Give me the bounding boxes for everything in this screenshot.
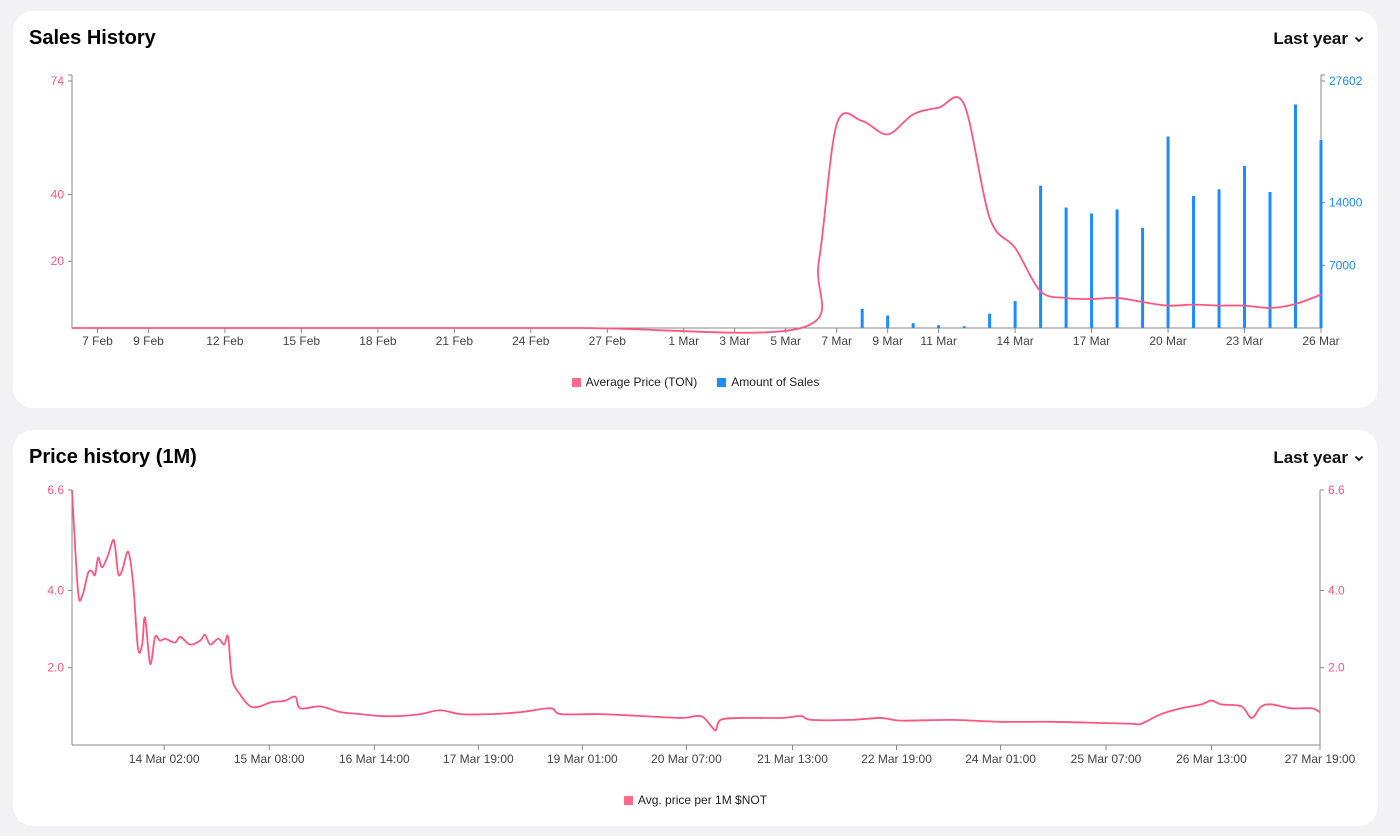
legend-label: Avg. price per 1M $NOT xyxy=(637,793,768,807)
x-tick-label: 27 Mar 19:00 xyxy=(1285,752,1356,766)
sales-history-title: Sales History xyxy=(29,27,156,49)
legend-item-avg-price[interactable]: Avg. price per 1M $NOT xyxy=(623,793,768,807)
sales-bar xyxy=(1115,209,1119,328)
x-tick-label: 22 Mar 19:00 xyxy=(861,752,932,766)
price-history-card: Price history (1M) Last year 2.0 2.0 4.0 4.… xyxy=(13,430,1378,826)
price-history-legend: Avg. price per 1M $NOT xyxy=(13,793,1378,807)
x-tick-label: 7 Feb xyxy=(82,334,113,348)
sales-bar xyxy=(860,308,864,328)
sales-bar xyxy=(1166,136,1170,328)
x-tick-label: 7 Mar xyxy=(821,334,852,348)
chevron-down-icon xyxy=(1354,455,1364,461)
y-right-tick-label: 6.6 xyxy=(1328,483,1345,497)
y-right-tick-label: 14000 xyxy=(1329,196,1363,210)
sales-bar xyxy=(1090,213,1094,328)
x-tick-label: 5 Mar xyxy=(770,334,801,348)
x-tick-label: 25 Mar 07:00 xyxy=(1071,752,1142,766)
x-tick-label: 1 Mar xyxy=(668,334,699,348)
x-tick-label: 27 Feb xyxy=(589,334,627,348)
sales-bar xyxy=(1294,104,1298,328)
sales-bar xyxy=(1013,301,1017,328)
price-history-range-dropdown[interactable]: Last year xyxy=(1273,448,1364,468)
y-right-tick-label: 27602 xyxy=(1329,74,1363,88)
sales-bar xyxy=(937,325,941,328)
x-tick-label: 9 Mar xyxy=(872,334,903,348)
x-tick-label: 3 Mar xyxy=(719,334,750,348)
legend-swatch xyxy=(717,377,727,387)
legend-swatch xyxy=(623,795,633,805)
x-tick-label: 24 Feb xyxy=(512,334,550,348)
x-tick-label: 15 Feb xyxy=(283,334,321,348)
x-tick-label: 15 Mar 08:00 xyxy=(234,752,305,766)
sales-bar xyxy=(988,313,992,328)
price-history-title: Price history (1M) xyxy=(29,446,197,468)
y-right-tick-label: 4.0 xyxy=(1328,583,1345,597)
sales-history-chart: 20 40 74 7000 14000 27602 7 Feb 9 Feb 12 Feb 15 F… xyxy=(51,74,1363,348)
sales-bar xyxy=(1039,185,1043,328)
legend-label: Average Price (TON) xyxy=(585,375,698,389)
y-right-tick-label: 2.0 xyxy=(1328,661,1345,675)
sales-bar xyxy=(1217,189,1221,328)
chevron-down-icon xyxy=(1354,36,1364,42)
x-tick-label: 23 Mar xyxy=(1226,334,1263,348)
average-price-line xyxy=(72,96,1322,334)
y-left-tick-label: 74 xyxy=(51,74,65,88)
range-label: Last year xyxy=(1273,29,1348,48)
y-right-tick-label: 7000 xyxy=(1329,258,1356,272)
x-tick-label: 11 Mar xyxy=(920,334,956,348)
legend-item-amount-of-sales[interactable]: Amount of Sales xyxy=(717,375,819,389)
sales-bar xyxy=(1243,166,1247,328)
x-tick-label: 14 Mar xyxy=(996,334,1033,348)
sales-bar xyxy=(1141,227,1145,328)
x-tick-label: 9 Feb xyxy=(133,334,164,348)
y-left-tick-label: 20 xyxy=(51,254,65,268)
x-tick-label: 17 Mar xyxy=(1073,334,1110,348)
y-left-tick-label: 6.6 xyxy=(47,483,64,497)
sales-history-legend: Average Price (TON) Amount of Sales xyxy=(13,375,1378,389)
x-tick-label: 26 Mar xyxy=(1302,334,1339,348)
x-tick-label: 16 Mar 14:00 xyxy=(339,752,410,766)
sales-history-card: Sales History Last year 20 40 74 7000 14000 2… xyxy=(13,11,1378,408)
sales-bar xyxy=(1319,140,1323,328)
y-left-tick-label: 40 xyxy=(51,187,65,201)
sales-history-range-dropdown[interactable]: Last year xyxy=(1273,29,1364,49)
legend-label: Amount of Sales xyxy=(731,375,820,389)
sales-bar xyxy=(962,326,966,328)
x-tick-label: 21 Feb xyxy=(436,334,474,348)
x-tick-label: 14 Mar 02:00 xyxy=(129,752,200,766)
sales-bar xyxy=(1064,207,1068,328)
legend-swatch xyxy=(571,377,581,387)
sales-bar xyxy=(886,315,890,328)
x-tick-label: 17 Mar 19:00 xyxy=(443,752,514,766)
y-left-tick-label: 4.0 xyxy=(47,583,64,597)
avg-price-line xyxy=(71,489,1321,732)
x-tick-label: 26 Mar 13:00 xyxy=(1176,752,1247,766)
sales-bar xyxy=(1192,196,1196,328)
range-label: Last year xyxy=(1273,448,1348,467)
sales-bar xyxy=(911,323,915,328)
x-tick-label: 12 Feb xyxy=(206,334,244,348)
x-tick-label: 20 Mar xyxy=(1149,334,1186,348)
price-history-chart: 2.0 2.0 4.0 4.0 6.6 6.6 14 Mar 02:00 15 Mar 08:… xyxy=(47,483,1356,766)
legend-item-average-price[interactable]: Average Price (TON) xyxy=(571,375,698,389)
x-tick-label: 21 Mar 13:00 xyxy=(757,752,828,766)
x-tick-label: 18 Feb xyxy=(359,334,397,348)
x-tick-label: 19 Mar 01:00 xyxy=(547,752,618,766)
sales-bar xyxy=(1268,191,1272,328)
x-tick-label: 20 Mar 07:00 xyxy=(651,752,722,766)
x-tick-label: 24 Mar 01:00 xyxy=(965,752,1036,766)
y-left-tick-label: 2.0 xyxy=(47,661,64,675)
